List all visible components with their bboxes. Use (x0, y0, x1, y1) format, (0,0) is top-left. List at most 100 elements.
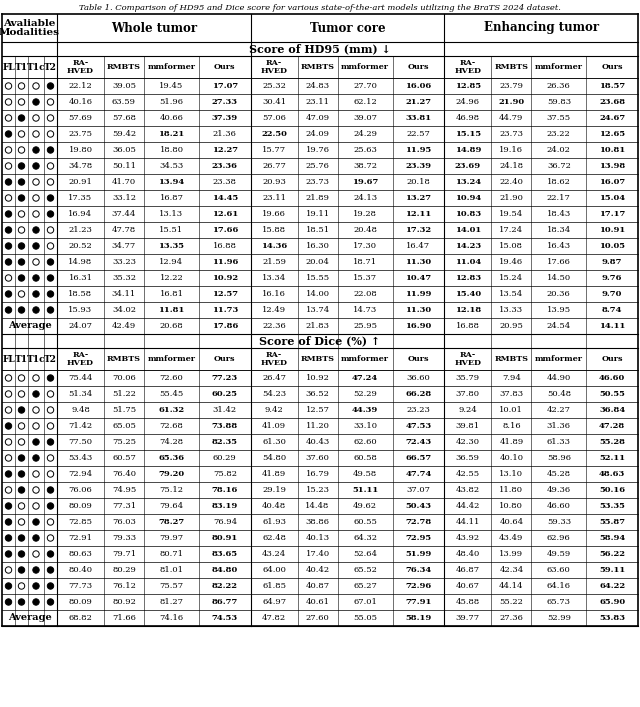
Text: 76.40: 76.40 (112, 470, 136, 478)
Text: 44.14: 44.14 (499, 582, 524, 590)
Text: 13.98: 13.98 (599, 162, 625, 170)
Circle shape (5, 259, 12, 265)
Text: RA-
HVED: RA- HVED (67, 351, 94, 367)
Text: 72.68: 72.68 (159, 422, 184, 430)
Circle shape (33, 291, 39, 297)
Text: 22.12: 22.12 (68, 82, 92, 90)
Circle shape (19, 487, 25, 493)
Text: 80.09: 80.09 (68, 502, 92, 510)
Text: Avaliable
Modalities: Avaliable Modalities (0, 18, 60, 37)
Text: 76.03: 76.03 (112, 518, 136, 526)
Text: 16.81: 16.81 (159, 290, 184, 298)
Text: 40.87: 40.87 (306, 582, 330, 590)
Circle shape (19, 179, 25, 185)
Text: RA-
HVED: RA- HVED (260, 59, 287, 75)
Text: 50.48: 50.48 (547, 390, 571, 398)
Text: 59.11: 59.11 (599, 566, 625, 574)
Circle shape (33, 275, 39, 281)
Circle shape (47, 259, 54, 265)
Text: 13.13: 13.13 (159, 210, 184, 218)
Text: 10.80: 10.80 (499, 502, 524, 510)
Text: 31.36: 31.36 (547, 422, 571, 430)
Text: 51.34: 51.34 (68, 390, 93, 398)
Text: 15.77: 15.77 (262, 146, 286, 154)
Text: 51.75: 51.75 (112, 406, 136, 414)
Text: 23.23: 23.23 (406, 406, 431, 414)
Circle shape (33, 534, 39, 541)
Text: 33.12: 33.12 (112, 194, 136, 202)
Text: 27.36: 27.36 (499, 614, 524, 622)
Text: 82.35: 82.35 (212, 438, 238, 446)
Text: 64.16: 64.16 (547, 582, 571, 590)
Text: 36.72: 36.72 (547, 162, 571, 170)
Text: 79.64: 79.64 (159, 502, 184, 510)
Circle shape (19, 471, 25, 477)
Text: RMBTS: RMBTS (494, 63, 529, 71)
Text: 79.97: 79.97 (159, 534, 184, 542)
Text: 26.77: 26.77 (262, 162, 286, 170)
Text: 19.46: 19.46 (499, 258, 524, 266)
Text: Ours: Ours (214, 63, 236, 71)
Text: 16.87: 16.87 (159, 194, 184, 202)
Text: 41.89: 41.89 (262, 470, 286, 478)
Text: 11.81: 11.81 (158, 306, 185, 314)
Text: 20.18: 20.18 (406, 178, 431, 186)
Text: 38.72: 38.72 (353, 162, 377, 170)
Text: 39.05: 39.05 (112, 82, 136, 90)
Text: 15.04: 15.04 (599, 194, 625, 202)
Text: 19.11: 19.11 (306, 210, 330, 218)
Text: Ours: Ours (408, 355, 429, 363)
Circle shape (33, 147, 39, 153)
Text: 74.95: 74.95 (112, 486, 136, 494)
Text: 23.69: 23.69 (455, 162, 481, 170)
Circle shape (5, 551, 12, 557)
Text: 43.92: 43.92 (456, 534, 480, 542)
Text: 13.10: 13.10 (499, 470, 524, 478)
Text: 33.10: 33.10 (353, 422, 377, 430)
Text: 33.81: 33.81 (405, 114, 431, 122)
Text: 16.79: 16.79 (306, 470, 330, 478)
Text: 77.91: 77.91 (405, 598, 432, 606)
Text: 40.13: 40.13 (306, 534, 330, 542)
Text: 65.73: 65.73 (547, 598, 571, 606)
Text: 40.10: 40.10 (499, 454, 524, 462)
Text: 63.59: 63.59 (112, 98, 136, 106)
Text: 80.09: 80.09 (68, 598, 92, 606)
Text: 42.30: 42.30 (456, 438, 480, 446)
Text: 63.60: 63.60 (547, 566, 571, 574)
Text: 14.01: 14.01 (454, 226, 481, 234)
Circle shape (19, 455, 25, 461)
Text: 12.57: 12.57 (212, 290, 238, 298)
Text: 36.05: 36.05 (112, 146, 136, 154)
Circle shape (47, 551, 54, 557)
Text: 57.69: 57.69 (68, 114, 93, 122)
Text: 65.27: 65.27 (353, 582, 377, 590)
Text: 16.90: 16.90 (405, 322, 431, 330)
Text: 16.07: 16.07 (599, 178, 625, 186)
Text: 21.83: 21.83 (306, 322, 330, 330)
Circle shape (33, 163, 39, 169)
Text: 59.83: 59.83 (547, 98, 571, 106)
Text: 16.47: 16.47 (406, 242, 431, 250)
Text: 24.13: 24.13 (353, 194, 377, 202)
Text: Table 1. Comparison of HD95 and Dice score for various state-of-the-art models u: Table 1. Comparison of HD95 and Dice sco… (79, 4, 561, 12)
Circle shape (5, 471, 12, 477)
Text: Average: Average (8, 614, 51, 622)
Text: 61.93: 61.93 (262, 518, 286, 526)
Text: 83.65: 83.65 (212, 550, 238, 558)
Text: 21.36: 21.36 (213, 130, 237, 138)
Text: 43.49: 43.49 (499, 534, 524, 542)
Circle shape (47, 83, 54, 89)
Text: 16.30: 16.30 (306, 242, 330, 250)
Circle shape (47, 195, 54, 201)
Text: 36.60: 36.60 (406, 374, 430, 382)
Circle shape (19, 407, 25, 413)
Text: 39.07: 39.07 (353, 114, 377, 122)
Text: 76.12: 76.12 (112, 582, 136, 590)
Text: 23.75: 23.75 (68, 130, 93, 138)
Text: 34.53: 34.53 (159, 162, 184, 170)
Text: 14.73: 14.73 (353, 306, 378, 314)
Text: 60.29: 60.29 (213, 454, 237, 462)
Circle shape (19, 599, 25, 605)
Text: 44.79: 44.79 (499, 114, 524, 122)
